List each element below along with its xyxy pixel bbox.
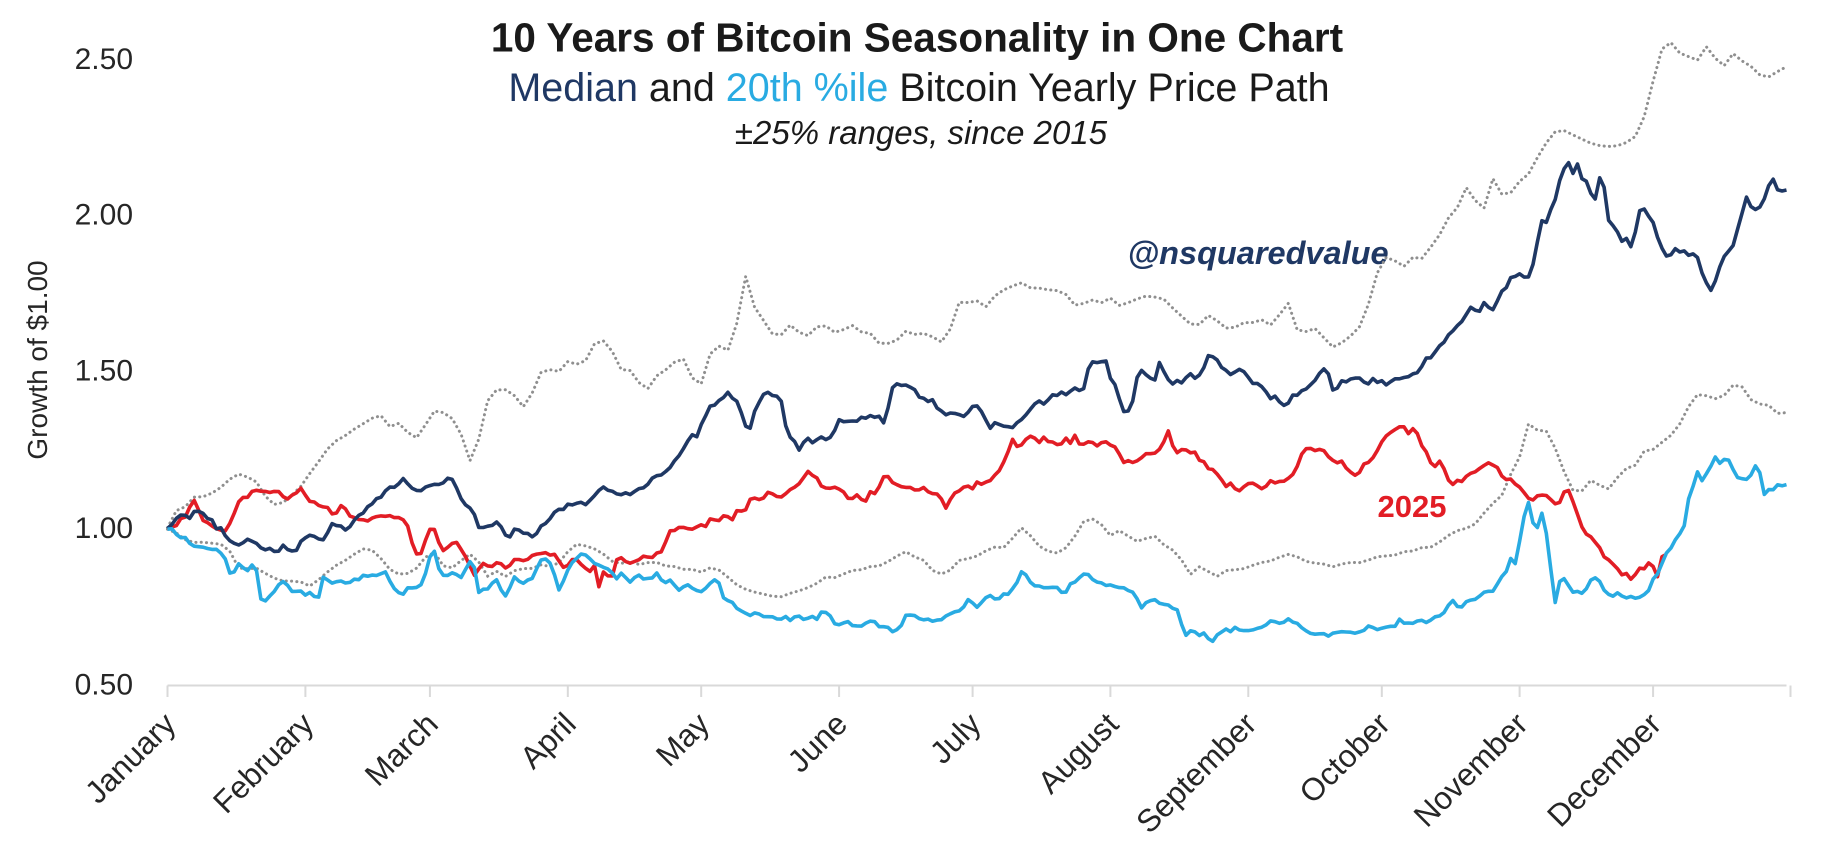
- svg-text:1.00: 1.00: [75, 512, 133, 545]
- svg-text:0.50: 0.50: [75, 669, 133, 702]
- svg-text:2.00: 2.00: [75, 199, 133, 232]
- svg-text:@nsquaredvalue: @nsquaredvalue: [1127, 235, 1388, 271]
- svg-text:±25% ranges, since 2015: ±25% ranges, since 2015: [735, 114, 1108, 151]
- svg-text:2.50: 2.50: [75, 43, 133, 76]
- svg-text:Median and 20th %ile Bitcoin Y: Median and 20th %ile Bitcoin Yearly Pric…: [508, 66, 1329, 110]
- svg-text:10 Years of Bitcoin Seasonalit: 10 Years of Bitcoin Seasonality in One C…: [491, 15, 1343, 61]
- svg-text:Growth of $1.00: Growth of $1.00: [22, 260, 53, 459]
- svg-text:2025: 2025: [1378, 489, 1447, 524]
- svg-text:1.50: 1.50: [75, 355, 133, 388]
